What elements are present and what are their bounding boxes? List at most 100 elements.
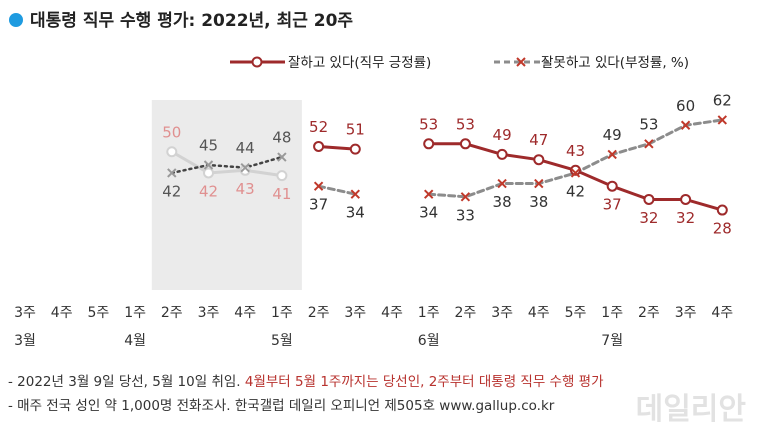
point-marker [716, 204, 728, 216]
data-label: 50 [162, 123, 181, 141]
x-tick-label: 4주 [711, 305, 733, 321]
month-label: 6월 [418, 333, 440, 349]
point-marker [240, 162, 250, 173]
data-label: 60 [676, 97, 695, 115]
point-marker [203, 160, 214, 170]
data-label: 52 [309, 118, 328, 136]
note: - 2022년 3월 9일 당선, 5월 10일 취임. 4월부터 5월 1주까… [8, 370, 604, 394]
legend-marker [516, 57, 526, 67]
point-marker [239, 164, 251, 176]
point-marker [606, 180, 618, 192]
data-label: 41 [272, 185, 291, 203]
data-label: 42 [566, 182, 585, 200]
x-tick-label: 3주 [675, 305, 697, 321]
point-marker [166, 146, 178, 158]
data-label: 62 [713, 91, 732, 109]
data-label: 42 [162, 182, 181, 200]
x-tick-label: 3주 [14, 305, 36, 321]
point-marker [717, 115, 728, 125]
data-label: 42 [199, 182, 218, 200]
x-tick-label: 1주 [124, 305, 146, 321]
series-line [170, 150, 284, 178]
data-label: 34 [346, 204, 365, 222]
point-marker [349, 143, 361, 155]
month-label: 4월 [124, 333, 146, 349]
x-tick-label: 2주 [455, 305, 477, 321]
point-marker [680, 120, 691, 130]
x-tick-label: 4주 [234, 305, 256, 321]
title-dot [9, 13, 23, 27]
x-tick-label: 1주 [271, 305, 293, 321]
point-marker [570, 164, 581, 176]
series-line [317, 184, 357, 196]
point-marker [423, 138, 435, 150]
legend-marker [251, 56, 263, 68]
data-label: 43 [566, 142, 585, 160]
data-label: 37 [603, 196, 622, 214]
point-marker [423, 189, 434, 199]
point-marker [607, 149, 617, 160]
note-text: - 2022년 3월 9일 당선, 5월 10일 취임. [8, 374, 245, 390]
point-marker [643, 193, 655, 205]
note-highlight: 4월부터 5월 1주까지는 당선인, 2주부터 대통령 직무 수행 평가 [244, 374, 604, 390]
x-tick-label: 5주 [88, 305, 110, 321]
point-marker [276, 170, 288, 182]
x-tick-label: 1주 [418, 305, 440, 321]
data-label: 44 [236, 139, 255, 157]
data-label: 33 [456, 206, 475, 224]
note-text: - 매주 전국 성인 약 1,000명 전화조사. 한국갤럽 데일리 오피니언 … [8, 398, 555, 414]
x-tick-label: 5주 [565, 305, 587, 321]
point-marker [313, 140, 325, 152]
data-label: 34 [419, 204, 438, 222]
point-marker [496, 148, 508, 160]
legend-label: 잘하고 있다(직무 긍정률) [288, 55, 431, 71]
watermark: 데일리안 [635, 392, 746, 427]
month-label: 5월 [271, 333, 293, 349]
data-label: 28 [713, 220, 732, 238]
point-marker [680, 193, 692, 205]
x-tick-label: 1주 [601, 305, 623, 321]
point-marker [534, 178, 544, 189]
data-label: 43 [236, 180, 255, 198]
point-marker [644, 139, 654, 149]
x-tick-label: 2주 [638, 305, 660, 321]
month-label: 7월 [601, 333, 623, 349]
shaded-period [151, 100, 302, 290]
point-marker [497, 178, 507, 189]
point-marker [277, 152, 287, 162]
note: - 매주 전국 성인 약 1,000명 전화조사. 한국갤럽 데일리 오피니언 … [8, 394, 604, 418]
point-marker [459, 138, 471, 150]
data-label: 45 [199, 137, 218, 155]
notes: - 2022년 3월 9일 당선, 5월 10일 취임. 4월부터 5월 1주까… [8, 370, 604, 418]
point-marker [313, 181, 324, 191]
point-marker [460, 192, 471, 202]
data-label: 38 [493, 193, 512, 211]
data-label: 38 [529, 193, 548, 211]
series-line [170, 155, 284, 175]
x-tick-label: 3주 [344, 305, 366, 321]
data-label: 51 [346, 121, 365, 139]
x-tick-label: 4주 [528, 305, 550, 321]
x-tick-label: 4주 [381, 305, 403, 321]
x-tick-label: 4주 [51, 305, 73, 321]
x-tick-label: 2주 [161, 305, 183, 321]
data-label: 49 [493, 126, 512, 144]
month-label: 3월 [14, 333, 36, 349]
data-label: 53 [456, 115, 475, 133]
x-tick-label: 3주 [198, 305, 220, 321]
point-marker [350, 189, 361, 199]
point-marker [167, 168, 177, 178]
data-label: 53 [639, 115, 658, 133]
point-marker [203, 167, 214, 179]
data-label: 47 [529, 131, 548, 149]
series-line [317, 144, 357, 151]
x-tick-label: 3주 [491, 305, 513, 321]
data-label: 37 [309, 196, 328, 214]
legend-label: 잘못하고 있다(부정률, %) [541, 55, 689, 71]
point-marker [533, 154, 545, 166]
data-label: 48 [272, 129, 291, 147]
point-marker [570, 168, 581, 178]
data-label: 32 [639, 209, 658, 227]
